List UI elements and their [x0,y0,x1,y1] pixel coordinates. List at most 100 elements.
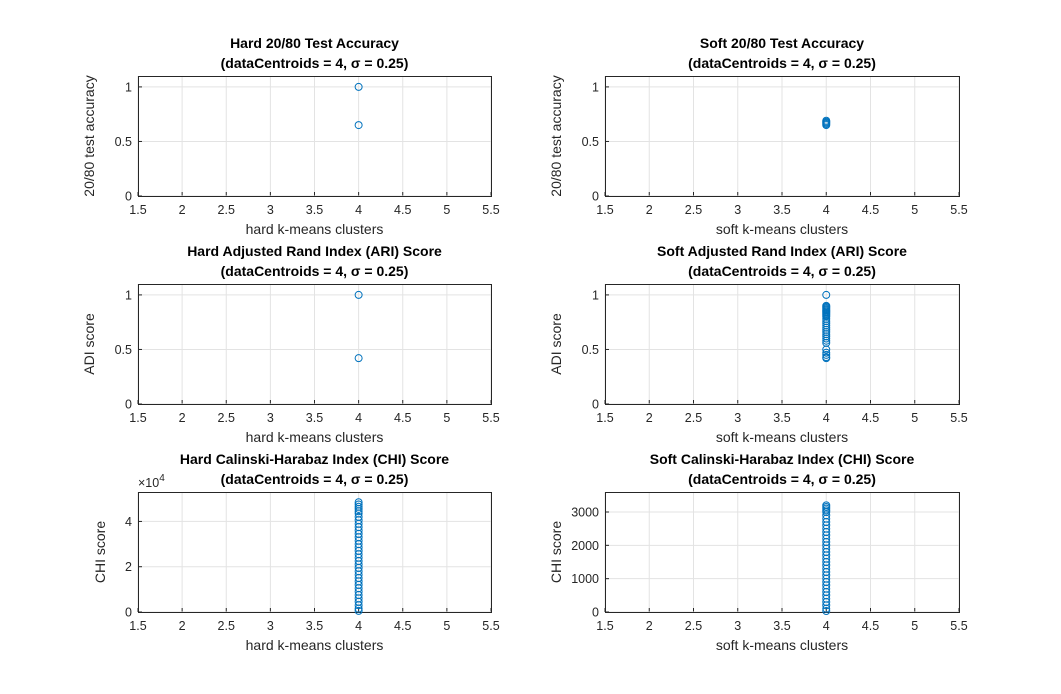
x-tick-label: 5.5 [482,619,499,633]
x-tick-label: 4 [823,619,830,633]
data-point [822,334,831,343]
x-axis-label: soft k-means clusters [716,429,848,445]
y-tick-label: 1 [125,288,132,302]
x-axis-label: hard k-means clusters [246,221,384,237]
x-tick-label: 3.5 [306,619,323,633]
x-tick-label: 1.5 [596,203,613,217]
x-tick-label: 5 [911,411,918,425]
data-point [354,354,363,363]
chart-title: (dataCentroids = 4, σ = 0.25) [688,263,876,279]
x-tick-label: 5 [443,619,450,633]
x-tick-label: 3.5 [306,203,323,217]
x-tick-label: 2.5 [685,203,702,217]
y-tick-label: 0 [125,398,132,412]
y-tick-label: 3000 [571,506,599,520]
x-tick-label: 4.5 [394,411,411,425]
x-tick-label: 4.5 [394,619,411,633]
x-tick-label: 5.5 [950,619,967,633]
y-axis-label: 20/80 test accuracy [548,75,564,196]
data-point [822,336,831,345]
x-tick-label: 3.5 [773,411,790,425]
x-tick-label: 3.5 [773,619,790,633]
y-axis-label: CHI score [92,521,108,583]
chart-title: (dataCentroids = 4, σ = 0.25) [221,263,409,279]
y-axis-label: ADI score [548,313,564,375]
x-tick-label: 3 [267,619,274,633]
data-point [354,502,363,511]
x-tick-label: 5.5 [482,411,499,425]
y-axis-label: CHI score [548,521,564,583]
y-tick-label: 4 [125,515,132,529]
x-tick-label: 5 [911,619,918,633]
y-tick-label: 0.5 [115,343,132,357]
axes-frame [138,76,492,197]
x-tick-label: 3.5 [306,411,323,425]
x-tick-label: 4.5 [394,203,411,217]
y-tick-label: 1 [125,80,132,94]
chart-title: Hard Calinski-Harabaz Index (CHI) Score [180,451,449,467]
x-tick-label: 1.5 [129,411,146,425]
chart-title: (dataCentroids = 4, σ = 0.25) [688,55,876,71]
chart-title: Soft Adjusted Rand Index (ARI) Score [657,243,907,259]
x-tick-label: 3 [734,619,741,633]
y-tick-label: 1000 [571,572,599,586]
x-tick-label: 4.5 [862,619,879,633]
data-point [354,512,363,521]
x-axis-label: hard k-means clusters [246,429,384,445]
data-point [354,500,363,509]
y-tick-label: 2000 [571,539,599,553]
chart-title: Hard 20/80 Test Accuracy [230,35,399,51]
x-tick-label: 3 [734,203,741,217]
axes-frame [138,492,492,613]
x-tick-label: 2.5 [218,619,235,633]
y-tick-label: 0.5 [582,343,599,357]
x-tick-label: 5.5 [950,411,967,425]
y-tick-label: 2 [125,560,132,574]
data-point [354,498,363,507]
data-point [354,606,363,615]
x-tick-label: 2.5 [218,203,235,217]
data-point [354,121,363,130]
chart-title: (dataCentroids = 4, σ = 0.25) [221,55,409,71]
subplot-5: 1.5 2 2.5 3 3.5 4 4.5 5 5.5 0 2 4 Hard Calinski-Hara… [92,451,500,653]
data-point [822,354,831,363]
data-point [822,607,831,615]
axes-frame [605,76,960,197]
x-tick-label: 2.5 [685,411,702,425]
x-tick-label: 5.5 [950,203,967,217]
x-tick-label: 1.5 [596,411,613,425]
x-axis-label: hard k-means clusters [246,637,384,653]
y-tick-label: 1 [592,288,599,302]
data-point [822,350,831,359]
x-tick-label: 4.5 [862,411,879,425]
chart-title: (dataCentroids = 4, σ = 0.25) [688,471,876,487]
axes-frame [138,284,492,405]
x-tick-label: 2 [179,411,186,425]
data-point [822,290,831,299]
subplot-2: 1.5 2 2.5 3 3.5 4 4.5 5 5.5 0 0.5 1 Soft 20/80 Test … [548,35,968,237]
data-point [822,501,831,510]
x-tick-label: 4 [823,203,830,217]
data-point [354,290,363,299]
data-point [822,348,831,357]
x-tick-label: 5 [443,203,450,217]
x-tick-label: 2 [646,203,653,217]
x-tick-label: 2.5 [218,411,235,425]
chart-title: Soft Calinski-Harabaz Index (CHI) Score [650,451,915,467]
x-tick-label: 5 [443,411,450,425]
subplot-4: 1.5 2 2.5 3 3.5 4 4.5 5 5.5 0 0.5 1 Soft Adjusted Ra… [548,243,968,445]
y-exponent-label: ×104 [138,473,165,490]
axes-frame [605,284,960,405]
data-point [822,116,831,125]
x-tick-label: 1.5 [596,619,613,633]
x-tick-label: 2 [646,411,653,425]
y-tick-label: 0 [592,606,599,620]
y-axis-label: ADI score [81,313,97,375]
x-tick-label: 2 [179,203,186,217]
x-tick-label: 4 [355,203,362,217]
y-tick-label: 0 [592,398,599,412]
x-tick-label: 2 [179,619,186,633]
data-point [354,82,363,91]
x-tick-label: 4 [823,411,830,425]
axes-frame [605,492,960,613]
